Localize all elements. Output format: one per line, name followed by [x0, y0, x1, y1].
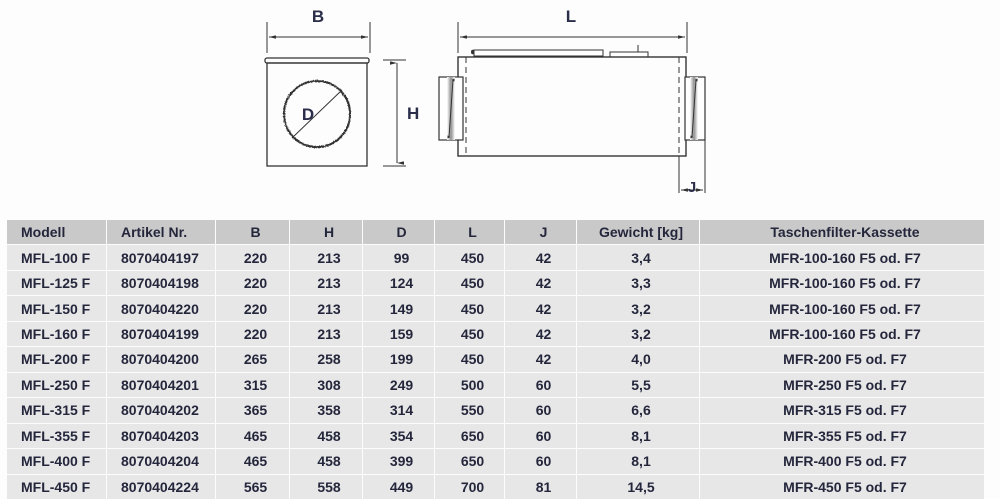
svg-text:B: B: [312, 7, 324, 26]
svg-text:J: J: [688, 179, 696, 196]
svg-text:L: L: [566, 7, 576, 26]
svg-text:D: D: [302, 105, 314, 124]
svg-text:H: H: [407, 104, 419, 123]
